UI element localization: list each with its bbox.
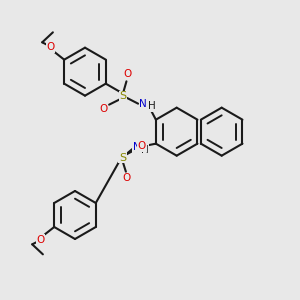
Text: O: O	[138, 141, 146, 151]
Text: H: H	[148, 101, 155, 111]
Text: N: N	[139, 99, 147, 109]
Text: O: O	[36, 235, 45, 245]
Text: O: O	[46, 42, 55, 52]
Text: S: S	[119, 153, 126, 163]
Text: O: O	[99, 104, 107, 114]
Text: N: N	[133, 142, 140, 152]
Text: H: H	[141, 145, 149, 155]
Text: O: O	[122, 173, 131, 183]
Text: O: O	[123, 69, 131, 79]
Text: S: S	[120, 91, 127, 101]
